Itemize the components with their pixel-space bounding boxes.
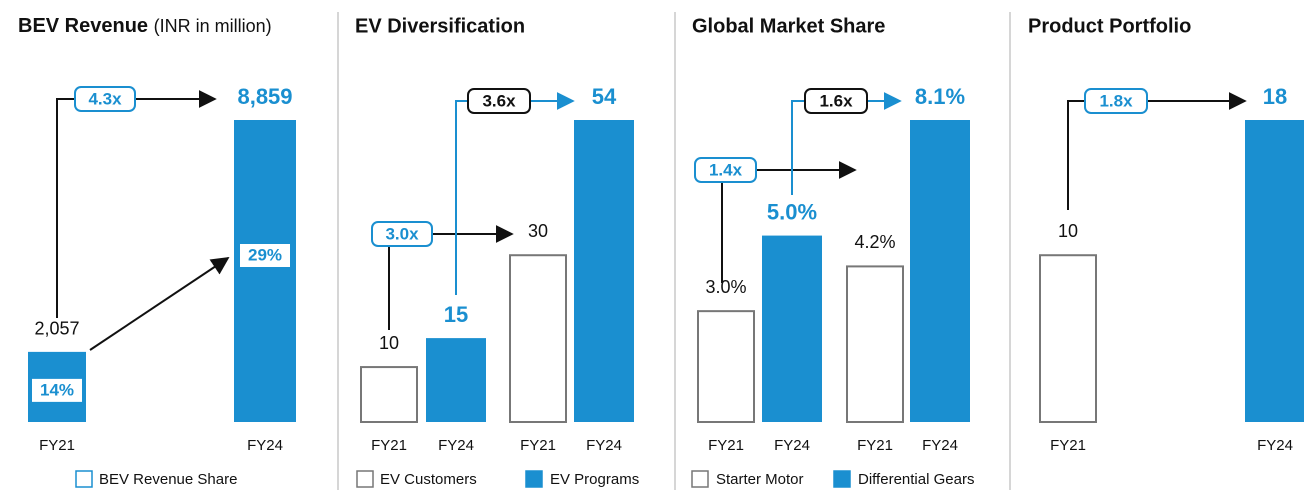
value-label: 2,057 xyxy=(34,319,79,339)
value-label: 10 xyxy=(379,333,399,353)
multiplier-box xyxy=(74,86,136,112)
arrow xyxy=(56,98,75,318)
bar xyxy=(574,120,634,422)
legend-label: Starter Motor xyxy=(716,471,804,488)
panel-title: Global Market Share xyxy=(692,15,885,37)
x-tick-label: FY24 xyxy=(247,437,283,454)
multiplier-box xyxy=(1084,88,1148,114)
multiplier-label: 3.0x xyxy=(385,224,419,243)
arrow xyxy=(1067,100,1085,210)
value-label: 8.1% xyxy=(915,84,965,109)
value-label: 4.2% xyxy=(854,232,895,252)
multiplier-label: 1.6x xyxy=(819,91,853,110)
x-tick-label: FY24 xyxy=(438,437,474,454)
x-tick-label: FY24 xyxy=(1257,437,1293,454)
x-tick-label: FY24 xyxy=(774,437,810,454)
x-tick-label: FY21 xyxy=(857,437,893,454)
title-sub: (INR in million) xyxy=(154,16,272,36)
value-label: 30 xyxy=(528,221,548,241)
arrow xyxy=(455,100,468,295)
legend-label: Differential Gears xyxy=(858,471,974,488)
share-label: 29% xyxy=(248,245,282,264)
arrow xyxy=(89,257,230,351)
share-box xyxy=(238,242,292,269)
multiplier-label: 4.3x xyxy=(88,89,122,108)
value-label: 3.0% xyxy=(705,277,746,297)
title-main: BEV Revenue xyxy=(18,15,148,37)
multiplier-box xyxy=(467,88,531,114)
multiplier-box xyxy=(694,157,757,183)
legend-label: EV Programs xyxy=(550,471,639,488)
legend-swatch xyxy=(525,470,543,488)
legend-swatch xyxy=(691,470,709,488)
multiplier-label: 3.6x xyxy=(482,91,516,110)
bar xyxy=(426,338,486,422)
bar xyxy=(509,254,567,423)
multiplier-box xyxy=(371,221,433,247)
share-label: 14% xyxy=(40,380,74,399)
panel-title: EV Diversification xyxy=(355,15,525,37)
bar xyxy=(1245,120,1304,422)
bar xyxy=(360,366,418,423)
value-label: 18 xyxy=(1263,84,1287,109)
multiplier-box xyxy=(804,88,868,114)
value-label: 8,859 xyxy=(237,84,292,109)
x-tick-label: FY21 xyxy=(520,437,556,454)
legend-label: BEV Revenue Share xyxy=(99,471,237,488)
legend-swatch xyxy=(75,470,93,488)
bar xyxy=(762,235,822,422)
value-label: 5.0% xyxy=(767,199,817,224)
legend-label: EV Customers xyxy=(380,471,477,488)
x-tick-label: FY21 xyxy=(371,437,407,454)
bar xyxy=(846,265,904,423)
x-tick-label: FY21 xyxy=(1050,437,1086,454)
panel-title: BEV Revenue (INR in million) xyxy=(18,15,272,37)
share-box xyxy=(30,376,84,404)
arrow xyxy=(791,100,805,195)
bar xyxy=(697,310,755,424)
x-tick-label: FY24 xyxy=(922,437,958,454)
value-label: 15 xyxy=(444,302,468,327)
multiplier-label: 1.8x xyxy=(1099,91,1133,110)
value-label: 10 xyxy=(1058,221,1078,241)
value-label: 54 xyxy=(592,84,617,109)
legend-swatch xyxy=(833,470,851,488)
x-tick-label: FY21 xyxy=(39,437,75,454)
bar xyxy=(234,120,296,422)
panel-title: Product Portfolio xyxy=(1028,15,1191,37)
bar xyxy=(910,120,970,422)
x-tick-label: FY24 xyxy=(586,437,622,454)
x-tick-label: FY21 xyxy=(708,437,744,454)
multiplier-label: 1.4x xyxy=(709,160,743,179)
bar xyxy=(1039,254,1097,423)
legend-swatch xyxy=(356,470,374,488)
